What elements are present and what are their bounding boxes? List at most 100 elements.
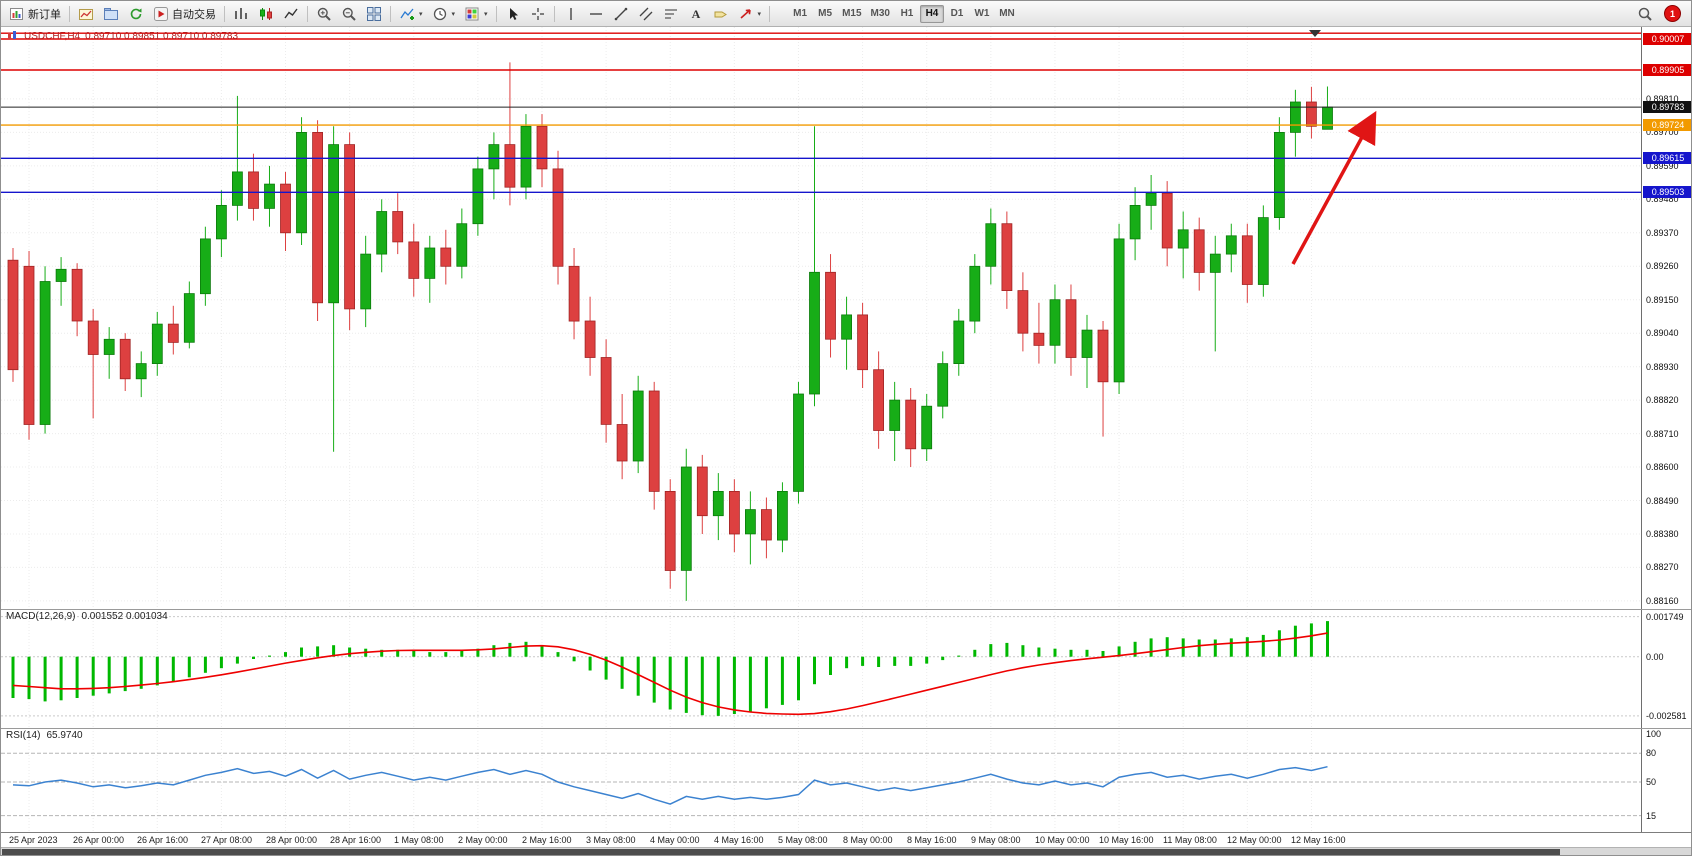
trend-arrow-annotation[interactable] [1291, 110, 1377, 265]
periods-menu-button[interactable]: ▾ [428, 3, 460, 25]
arrows-tool-button[interactable]: ▾ [734, 3, 766, 25]
templates-menu-button[interactable]: ▾ [460, 3, 492, 25]
trendline-icon [614, 7, 627, 20]
refresh-button[interactable] [124, 3, 148, 25]
time-axis-label: 26 Apr 00:00 [73, 835, 125, 845]
tile-windows-button[interactable] [362, 3, 386, 25]
rsi-panel[interactable]: RSI(14) 65.9740 [1, 728, 1641, 832]
bar-chart-mode-button[interactable] [229, 3, 253, 25]
toolbar-separator [69, 5, 70, 22]
time-axis-label: 27 Apr 08:00 [201, 835, 253, 845]
profiles-button[interactable] [99, 3, 123, 25]
new-chart-button[interactable] [74, 3, 98, 25]
panel-separator[interactable] [1, 609, 1691, 610]
search-button[interactable] [1633, 3, 1657, 25]
zoom-in-button[interactable] [312, 3, 336, 25]
price-axis-label: 0.88820 [1646, 395, 1679, 406]
timeframe-d1[interactable]: D1 [945, 5, 969, 23]
horizontal-line-tool-button[interactable] [584, 3, 608, 25]
toolbar-separator [769, 5, 771, 22]
label-tool-button[interactable] [709, 3, 733, 25]
timeframe-group: M1 M5 M15 M30 H1 H4 D1 W1 MN [788, 4, 1019, 23]
bear-candle [1097, 329, 1109, 383]
zoom-in-icon [317, 7, 331, 21]
macd-histogram-bar [941, 656, 945, 661]
macd-histogram-bar [1245, 637, 1249, 657]
rsi-canvas[interactable] [1, 728, 1641, 832]
macd-histogram-bar [171, 656, 175, 682]
profiles-icon [104, 7, 118, 20]
macd-histogram-bar [668, 656, 672, 710]
macd-histogram-bar [27, 656, 31, 700]
candlestick-canvas[interactable] [1, 27, 1641, 609]
timeframe-h4[interactable]: H4 [919, 4, 944, 23]
macd-panel[interactable]: MACD(12,26,9) 0.001552 0.001034 [1, 609, 1641, 728]
price-chart[interactable]: USDCHF,H4 0.89710 0.89851 0.89710 0.8978… [1, 27, 1641, 609]
crosshair-tool-button[interactable] [526, 3, 550, 25]
macd-histogram-bar [139, 656, 143, 689]
vertical-line-icon [569, 7, 572, 20]
timeframe-m1[interactable]: M1 [788, 5, 812, 23]
timeframe-m15[interactable]: M15 [838, 5, 865, 23]
bull-candle [328, 144, 340, 304]
vertical-line-tool-button[interactable] [559, 3, 583, 25]
trendline-tool-button[interactable] [609, 3, 633, 25]
bear-candle [1241, 235, 1253, 285]
toolbar-separator [553, 5, 555, 22]
macd-histogram-bar [396, 649, 400, 657]
time-axis-label: 8 May 00:00 [843, 835, 893, 845]
text-tool-button[interactable]: A [684, 3, 708, 25]
toolbar-right-group: 1 [1633, 3, 1687, 25]
macd-canvas[interactable] [1, 609, 1641, 728]
bull-candle [809, 271, 820, 395]
bull-candle [841, 314, 852, 340]
autotrade-icon [154, 6, 168, 21]
scrollbar-thumb[interactable] [2, 849, 1560, 855]
bull-candle [135, 363, 147, 380]
bull-candle [103, 338, 115, 355]
timeframe-w1[interactable]: W1 [970, 5, 994, 23]
new-order-icon [10, 7, 23, 20]
price-axis-label: 0.89150 [1646, 294, 1679, 305]
timeframe-h1[interactable]: H1 [895, 5, 919, 23]
scroll-shift-marker[interactable] [1309, 30, 1321, 37]
timeframe-mn[interactable]: MN [995, 5, 1019, 23]
fibonacci-icon [664, 8, 677, 19]
bull-candle [151, 323, 163, 365]
macd-histogram-bar [748, 656, 752, 712]
macd-histogram-bar [845, 656, 849, 669]
rsi-name: RSI(14) [6, 730, 41, 741]
macd-histogram-bar [572, 656, 576, 662]
dropdown-caret-icon: ▾ [419, 10, 423, 18]
price-axis-label: 0.88710 [1646, 428, 1679, 439]
cursor-tool-button[interactable] [501, 3, 525, 25]
macd-histogram-bar [604, 656, 608, 680]
candlestick-mode-button[interactable] [254, 3, 278, 25]
price-axis-label: 0.89480 [1646, 194, 1679, 205]
panel-separator[interactable] [1, 728, 1691, 729]
bull-candle [215, 204, 227, 240]
line-chart-mode-button[interactable] [279, 3, 303, 25]
timeframe-m5[interactable]: M5 [813, 5, 837, 23]
toolbar-separator [307, 5, 308, 22]
channel-tool-button[interactable] [634, 3, 658, 25]
price-axis-label: 0.89260 [1646, 261, 1679, 272]
macd-histogram-bar [1229, 638, 1233, 657]
notification-badge[interactable]: 1 [1664, 5, 1681, 22]
bull-candle [712, 490, 724, 517]
macd-histogram-bar [508, 642, 512, 657]
horizontal-scrollbar[interactable] [1, 847, 1691, 855]
timeframe-m30[interactable]: M30 [867, 5, 894, 23]
price-axis-label: 0.89810 [1646, 93, 1679, 104]
indicators-menu-button[interactable]: ▾ [395, 3, 427, 25]
candlestick-icon [260, 7, 272, 20]
tile-windows-icon [367, 6, 381, 21]
autotrade-button[interactable]: 自动交易 [149, 3, 220, 25]
indicators-icon [400, 8, 414, 20]
bear-candle [648, 390, 660, 492]
new-order-button[interactable]: 新订单 [5, 3, 65, 25]
zoom-out-button[interactable] [337, 3, 361, 25]
fibonacci-tool-button[interactable] [659, 3, 683, 25]
bear-candle [825, 271, 836, 340]
clock-icon [433, 7, 446, 20]
